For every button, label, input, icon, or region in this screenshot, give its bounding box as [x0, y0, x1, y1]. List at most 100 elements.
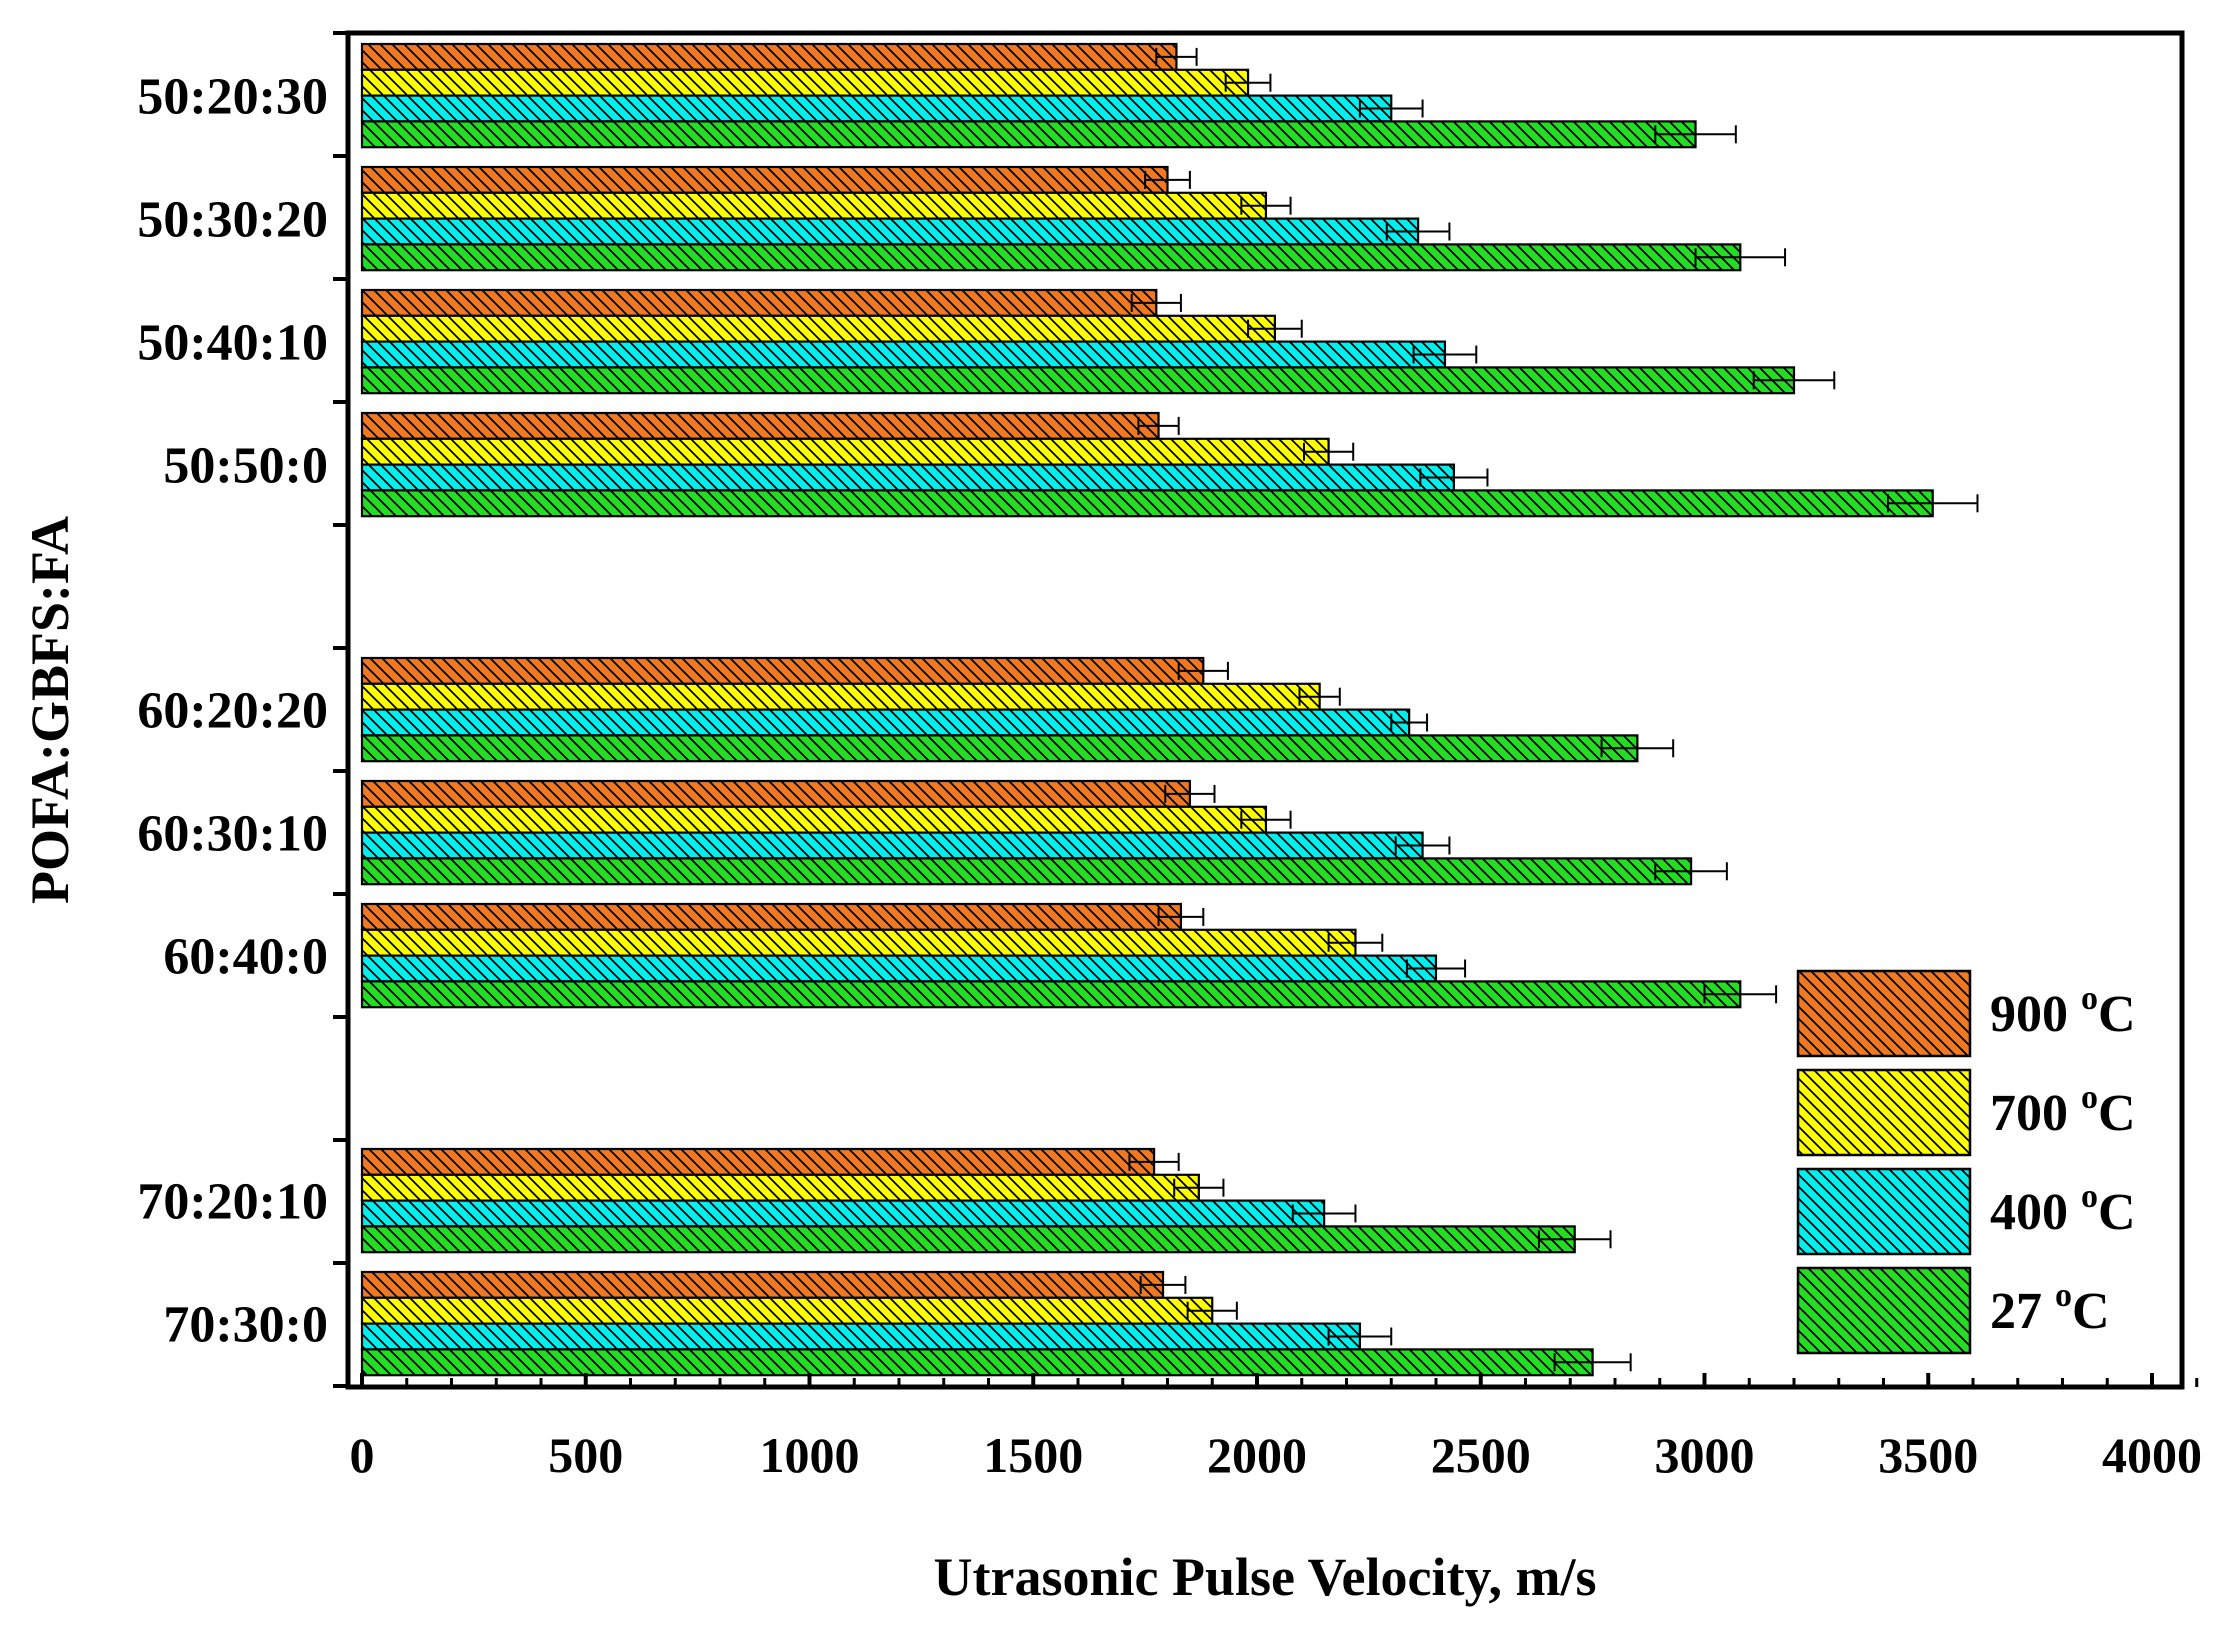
error-bar-70:20:10-700°C	[1173, 1178, 1225, 1197]
y-category-label: 60:40:0	[163, 929, 328, 986]
y-category-label: 50:20:30	[137, 69, 328, 126]
plot-frame	[345, 30, 2185, 1390]
bar-70:30:0-400°C	[360, 1322, 1362, 1351]
bar-60:40:0-27°C	[360, 980, 1742, 1009]
y-category-label: 50:50:0	[163, 438, 328, 495]
y-category-label: 50:40:10	[137, 315, 328, 372]
error-bar-50:40:10-27°C	[1752, 371, 1836, 390]
error-bar-70:20:10-400°C	[1291, 1204, 1357, 1223]
x-tick-label: 1000	[760, 1427, 860, 1483]
x-tick-label: 2000	[1207, 1427, 1307, 1483]
x-tick-label: 3500	[1878, 1427, 1978, 1483]
bar-70:30:0-27°C	[360, 1348, 1594, 1377]
bar-60:30:10-700°C	[360, 805, 1268, 834]
error-bars-layer	[1128, 47, 1979, 1372]
bar-50:20:30-700°C	[360, 68, 1250, 97]
error-bar-50:50:0-400°C	[1419, 468, 1489, 487]
y-category-label: 50:30:20	[137, 192, 328, 249]
x-tick-label: 2500	[1431, 1427, 1531, 1483]
bar-60:30:10-27°C	[360, 857, 1693, 886]
x-tick-label: 0	[350, 1427, 375, 1483]
error-bar-60:40:0-900°C	[1157, 907, 1205, 926]
x-tick-label: 1500	[983, 1427, 1083, 1483]
error-bar-50:20:30-400°C	[1358, 99, 1424, 118]
error-bar-50:50:0-900°C	[1137, 416, 1180, 435]
bar-50:30:20-700°C	[360, 191, 1268, 220]
legend-label: 900 oC	[1990, 980, 2136, 1043]
bar-60:30:10-900°C	[360, 779, 1191, 808]
bar-50:50:0-700°C	[360, 437, 1330, 466]
bar-60:20:20-27°C	[360, 734, 1639, 763]
x-axis-label: Utrasonic Pulse Velocity, m/s	[934, 1547, 1597, 1607]
legend-label: 400 oC	[1990, 1178, 2136, 1241]
bar-50:50:0-27°C	[360, 489, 1934, 518]
bar-70:20:10-400°C	[360, 1199, 1326, 1228]
ticks-layer	[333, 31, 2199, 1388]
bar-60:40:0-900°C	[360, 902, 1183, 931]
y-category-label: 70:30:0	[163, 1297, 328, 1354]
error-bar-50:40:10-700°C	[1247, 319, 1303, 338]
bar-60:20:20-700°C	[360, 682, 1321, 711]
bar-60:20:20-900°C	[360, 656, 1205, 685]
error-bar-60:20:20-700°C	[1298, 687, 1341, 706]
bar-50:40:10-27°C	[360, 366, 1796, 395]
y-axis-label: POFA:GBFS:FA	[20, 516, 80, 904]
x-tick-label: 4000	[2102, 1427, 2202, 1483]
error-bar-50:20:30-27°C	[1654, 125, 1737, 144]
error-bar-70:20:10-27°C	[1537, 1230, 1612, 1249]
error-bar-50:50:0-700°C	[1302, 442, 1355, 461]
bar-60:20:20-400°C	[360, 708, 1411, 737]
error-bar-70:30:0-700°C	[1186, 1301, 1238, 1320]
error-bar-60:30:10-700°C	[1240, 810, 1292, 829]
error-bar-60:30:10-400°C	[1394, 836, 1451, 855]
bar-50:50:0-400°C	[360, 463, 1456, 492]
y-category-label: 70:20:10	[137, 1174, 328, 1231]
y-category-label: 60:20:20	[137, 683, 328, 740]
legend-label: 27 oC	[1990, 1277, 2110, 1340]
x-tick-labels: 0 500 1000 1500 2000 2500 3000 3500 4000	[350, 1427, 2203, 1483]
error-bar-60:20:20-27°C	[1600, 739, 1675, 758]
bar-50:30:20-900°C	[360, 165, 1169, 194]
legend-swatch	[1796, 969, 1972, 1058]
legend: 900 oC 700 oC 400 oC 27 oC	[1796, 969, 2136, 1355]
bar-50:30:20-27°C	[360, 243, 1742, 272]
bars-layer	[360, 42, 1934, 1377]
legend-swatch	[1796, 1266, 1972, 1355]
bar-70:20:10-27°C	[360, 1225, 1576, 1254]
bar-60:30:10-400°C	[360, 831, 1424, 860]
bar-50:40:10-700°C	[360, 314, 1277, 343]
error-bar-50:50:0-27°C	[1886, 494, 1979, 513]
bar-50:30:20-400°C	[360, 217, 1420, 246]
bar-70:30:0-900°C	[360, 1270, 1165, 1299]
error-bar-60:20:20-900°C	[1177, 661, 1229, 680]
bar-70:20:10-900°C	[360, 1147, 1156, 1176]
error-bar-60:20:20-400°C	[1390, 713, 1429, 732]
bar-50:20:30-400°C	[360, 94, 1393, 123]
bar-70:30:0-700°C	[360, 1296, 1214, 1325]
error-bar-60:30:10-27°C	[1654, 862, 1728, 881]
x-tick-label: 500	[548, 1427, 623, 1483]
bar-60:40:0-400°C	[360, 954, 1438, 983]
error-bar-50:40:10-400°C	[1412, 345, 1478, 364]
error-bar-70:30:0-400°C	[1327, 1327, 1393, 1346]
legend-item-27°C: 27 oC	[1796, 1266, 2110, 1355]
bar-50:20:30-27°C	[360, 120, 1697, 149]
error-bar-50:30:20-27°C	[1694, 248, 1787, 267]
bar-70:20:10-700°C	[360, 1173, 1200, 1202]
bar-60:40:0-700°C	[360, 928, 1357, 957]
error-bar-50:40:10-900°C	[1130, 293, 1182, 312]
y-category-label: 60:30:10	[137, 806, 328, 863]
bar-50:50:0-900°C	[360, 411, 1160, 440]
error-bar-70:20:10-900°C	[1128, 1152, 1180, 1171]
error-bar-50:30:20-900°C	[1144, 170, 1191, 189]
error-bar-50:20:30-700°C	[1224, 73, 1272, 92]
error-bar-60:30:10-900°C	[1164, 784, 1216, 803]
error-bar-70:30:0-27°C	[1553, 1353, 1632, 1372]
error-bar-50:30:20-400°C	[1385, 222, 1451, 241]
legend-swatch	[1796, 1068, 1972, 1157]
error-bar-50:20:30-900°C	[1155, 47, 1198, 66]
error-bar-60:40:0-400°C	[1405, 959, 1467, 978]
legend-item-900°C: 900 oC	[1796, 969, 2136, 1058]
